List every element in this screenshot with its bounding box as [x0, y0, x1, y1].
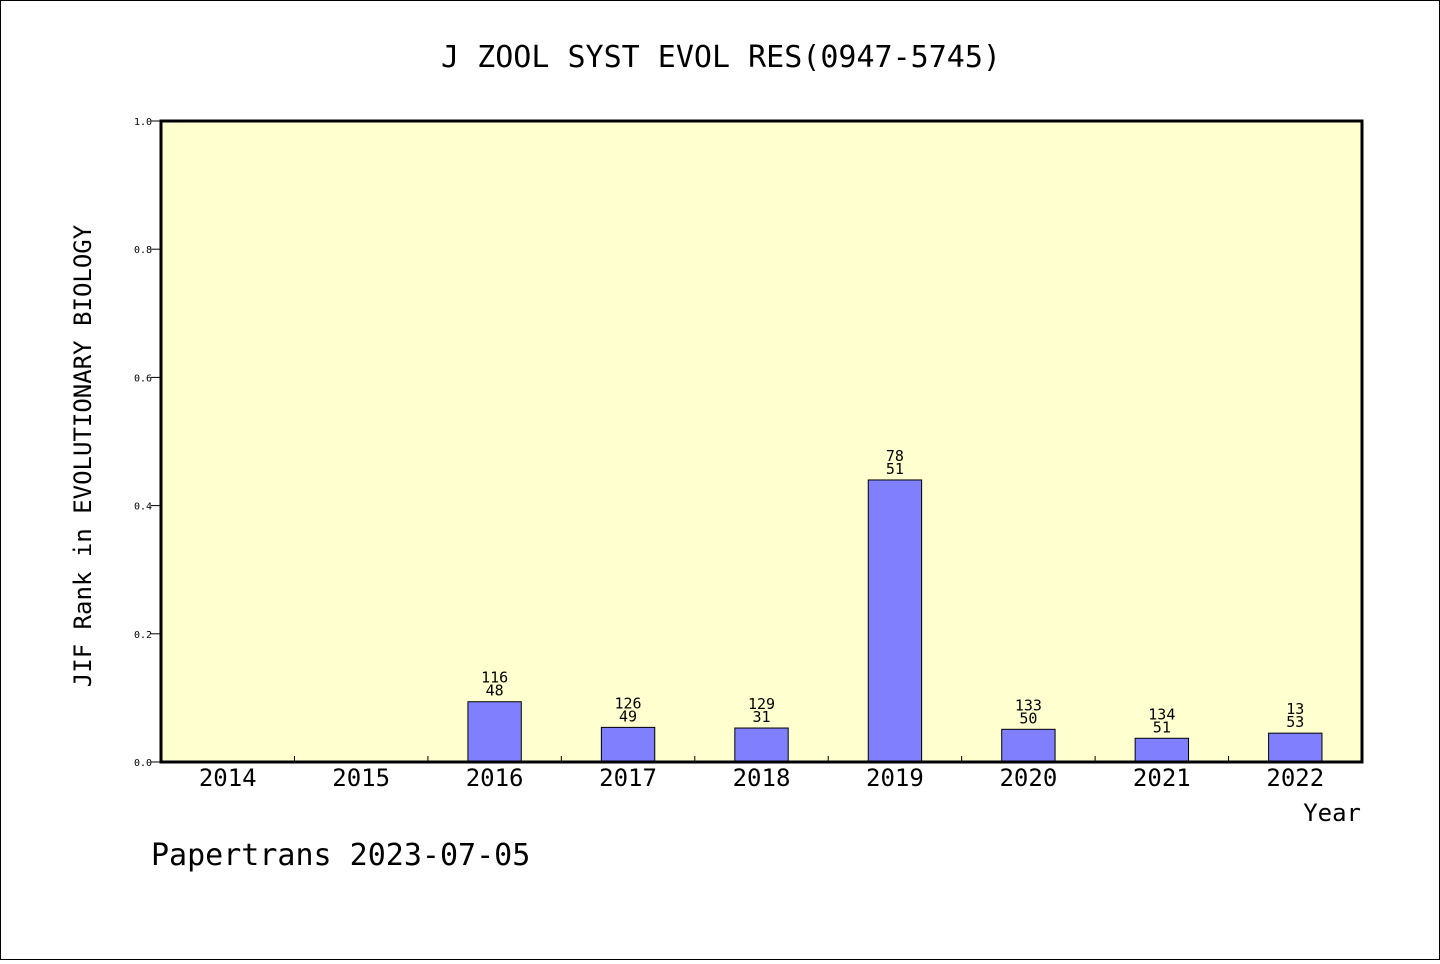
bar-label-top-2022: 13 [1286, 700, 1304, 718]
bar-label-bottom-2016: 48 [486, 682, 504, 700]
axis-ticks [151, 120, 1230, 763]
chart-title: J ZOOL SYST EVOL RES(0947-5745) [441, 40, 1001, 75]
bar-2018 [734, 727, 789, 763]
bar-2021 [1134, 737, 1190, 763]
y-tick-label: 0.4 [134, 502, 152, 513]
y-tick-label: 0.0 [134, 758, 152, 769]
bar-label-top-2021: 134 [1148, 705, 1175, 723]
bar-2022 [1268, 732, 1323, 763]
x-tick-label-2014: 2014 [199, 764, 257, 792]
bar-2017 [600, 726, 656, 763]
bar-2020 [1001, 728, 1056, 763]
x-tick-label-2015: 2015 [332, 764, 390, 792]
bar-label-top-2016: 116 [481, 669, 508, 687]
bar-label-bottom-2017: 49 [619, 707, 637, 725]
y-tick-label: 1.0 [134, 117, 152, 128]
x-tick-labels: 2014 2015 2016 2017 2018 2019 2020 2021 2022 [199, 764, 1324, 792]
x-tick-label-2021: 2021 [1133, 764, 1191, 792]
y-tick-label: 0.8 [134, 245, 152, 256]
bar-2016 [467, 701, 522, 763]
plot-border [159, 119, 1364, 764]
y-axis-label: JIF Rank in EVOLUTIONARY BIOLOGY [69, 224, 97, 687]
x-tick-label-2022: 2022 [1266, 764, 1324, 792]
x-tick-label-2019: 2019 [866, 764, 924, 792]
bar-label-bottom-2021: 51 [1153, 718, 1171, 736]
bar-2019 [867, 479, 923, 763]
plot-area [161, 121, 1362, 762]
bar-label-top-2020: 133 [1015, 696, 1042, 714]
bar-label-top-2019: 78 [886, 447, 904, 465]
y-tick-label: 0.2 [134, 630, 152, 641]
bar-label-top-2018: 129 [748, 695, 775, 713]
x-tick-label-2018: 2018 [733, 764, 791, 792]
x-axis-label: Year [1303, 799, 1361, 827]
bar-label-bottom-2018: 31 [752, 708, 770, 726]
bar-label-bottom-2022: 53 [1286, 713, 1304, 731]
y-tick-labels: 0.0 0.2 0.4 0.6 0.8 1.0 [134, 117, 152, 769]
footer-text: Papertrans 2023-07-05 [151, 838, 530, 873]
x-tick-label-2020: 2020 [999, 764, 1057, 792]
bars [467, 479, 1323, 763]
bar-label-bottom-2020: 50 [1019, 709, 1037, 727]
bar-label-bottom-2019: 51 [886, 460, 904, 478]
y-tick-label: 0.6 [134, 373, 152, 384]
x-tick-label-2017: 2017 [599, 764, 657, 792]
x-tick-label-2016: 2016 [466, 764, 524, 792]
bar-label-top-2017: 126 [615, 694, 642, 712]
